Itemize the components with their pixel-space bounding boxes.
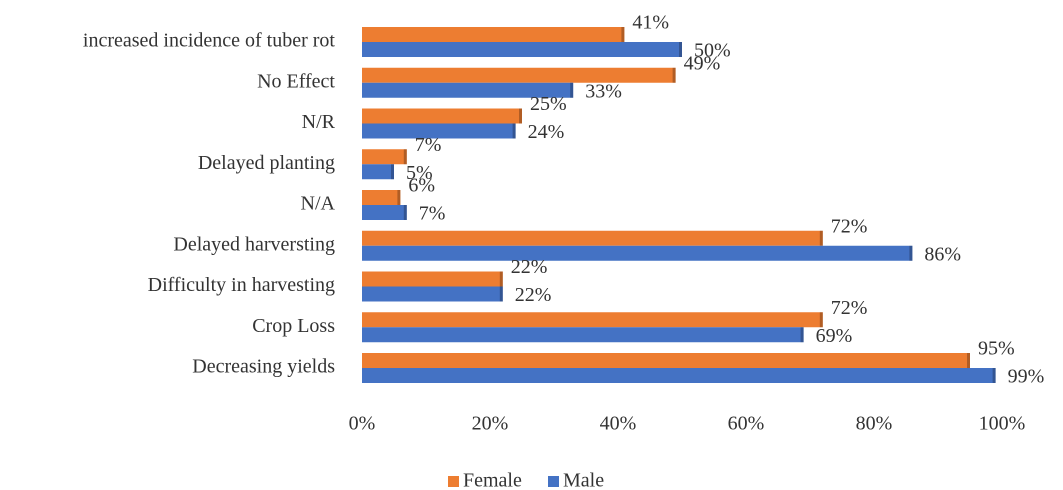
y-tick-label: increased incidence of tuber rot — [83, 30, 336, 52]
bar — [362, 67, 676, 83]
bar-edge — [621, 27, 625, 42]
bar-edge — [570, 82, 574, 98]
bar-edge — [499, 271, 503, 287]
bar — [362, 190, 401, 205]
bar — [362, 205, 407, 220]
bar-edge — [679, 42, 682, 57]
bar — [362, 327, 804, 343]
x-tick-label: 40% — [600, 413, 637, 435]
bar — [362, 353, 970, 368]
bar — [362, 27, 625, 42]
legend-label: Male — [563, 470, 604, 490]
bar-edge — [519, 108, 522, 124]
legend-swatch — [548, 476, 559, 487]
data-label: 69% — [816, 325, 853, 347]
bar — [362, 271, 503, 287]
data-label: 22% — [511, 256, 548, 278]
y-tick-label: Delayed planting — [198, 152, 335, 174]
bar — [362, 286, 503, 302]
bar — [362, 312, 823, 328]
bar-edge — [800, 327, 804, 343]
data-label: 99% — [1008, 366, 1045, 388]
bar — [362, 149, 407, 165]
bar — [362, 42, 682, 57]
bar — [362, 164, 394, 180]
data-label: 86% — [924, 243, 961, 265]
bar-edge — [499, 286, 503, 302]
bar — [362, 245, 913, 261]
y-tick-label: Decreasing yields — [192, 356, 335, 378]
data-label: 72% — [831, 215, 868, 237]
bar — [362, 368, 996, 383]
data-label: 41% — [632, 12, 669, 34]
bar — [362, 108, 522, 124]
bar — [362, 123, 516, 139]
bar-edge — [967, 353, 970, 368]
y-tick-label: No Effect — [257, 70, 335, 92]
data-label: 49% — [684, 52, 721, 74]
data-label: 95% — [978, 338, 1015, 360]
y-tick-label: N/A — [301, 193, 336, 215]
legend-swatch — [448, 476, 459, 487]
data-label: 5% — [406, 162, 433, 184]
legend-label: Female — [463, 470, 522, 490]
bar-edge — [391, 164, 394, 180]
bar-edge — [403, 149, 407, 165]
x-tick-label: 60% — [728, 413, 765, 435]
bar-edge — [512, 123, 516, 139]
bar-edge — [403, 205, 407, 220]
bar — [362, 82, 574, 98]
y-tick-label: N/R — [302, 111, 336, 133]
data-label: 24% — [528, 121, 565, 143]
data-label: 6% — [408, 175, 435, 197]
x-tick-label: 20% — [472, 413, 509, 435]
data-label: 33% — [585, 80, 622, 102]
bar — [362, 230, 823, 246]
data-label: 22% — [515, 284, 552, 306]
data-label: 7% — [415, 134, 442, 156]
x-tick-label: 100% — [979, 413, 1026, 435]
bar-edge — [397, 190, 401, 205]
bar-edge — [992, 368, 996, 383]
data-label: 7% — [419, 203, 446, 225]
bar-edge — [819, 312, 823, 328]
data-label: 50% — [694, 40, 731, 62]
bar-edge — [819, 230, 823, 246]
bar-edge — [672, 67, 676, 83]
x-tick-label: 0% — [349, 413, 376, 435]
y-tick-label: Delayed harversting — [173, 233, 335, 255]
y-tick-label: Crop Loss — [252, 315, 335, 337]
data-label: 25% — [530, 93, 567, 115]
x-tick-label: 80% — [856, 413, 893, 435]
data-label: 72% — [831, 297, 868, 319]
y-tick-label: Difficulty in harvesting — [148, 274, 335, 296]
bar-edge — [909, 245, 913, 261]
